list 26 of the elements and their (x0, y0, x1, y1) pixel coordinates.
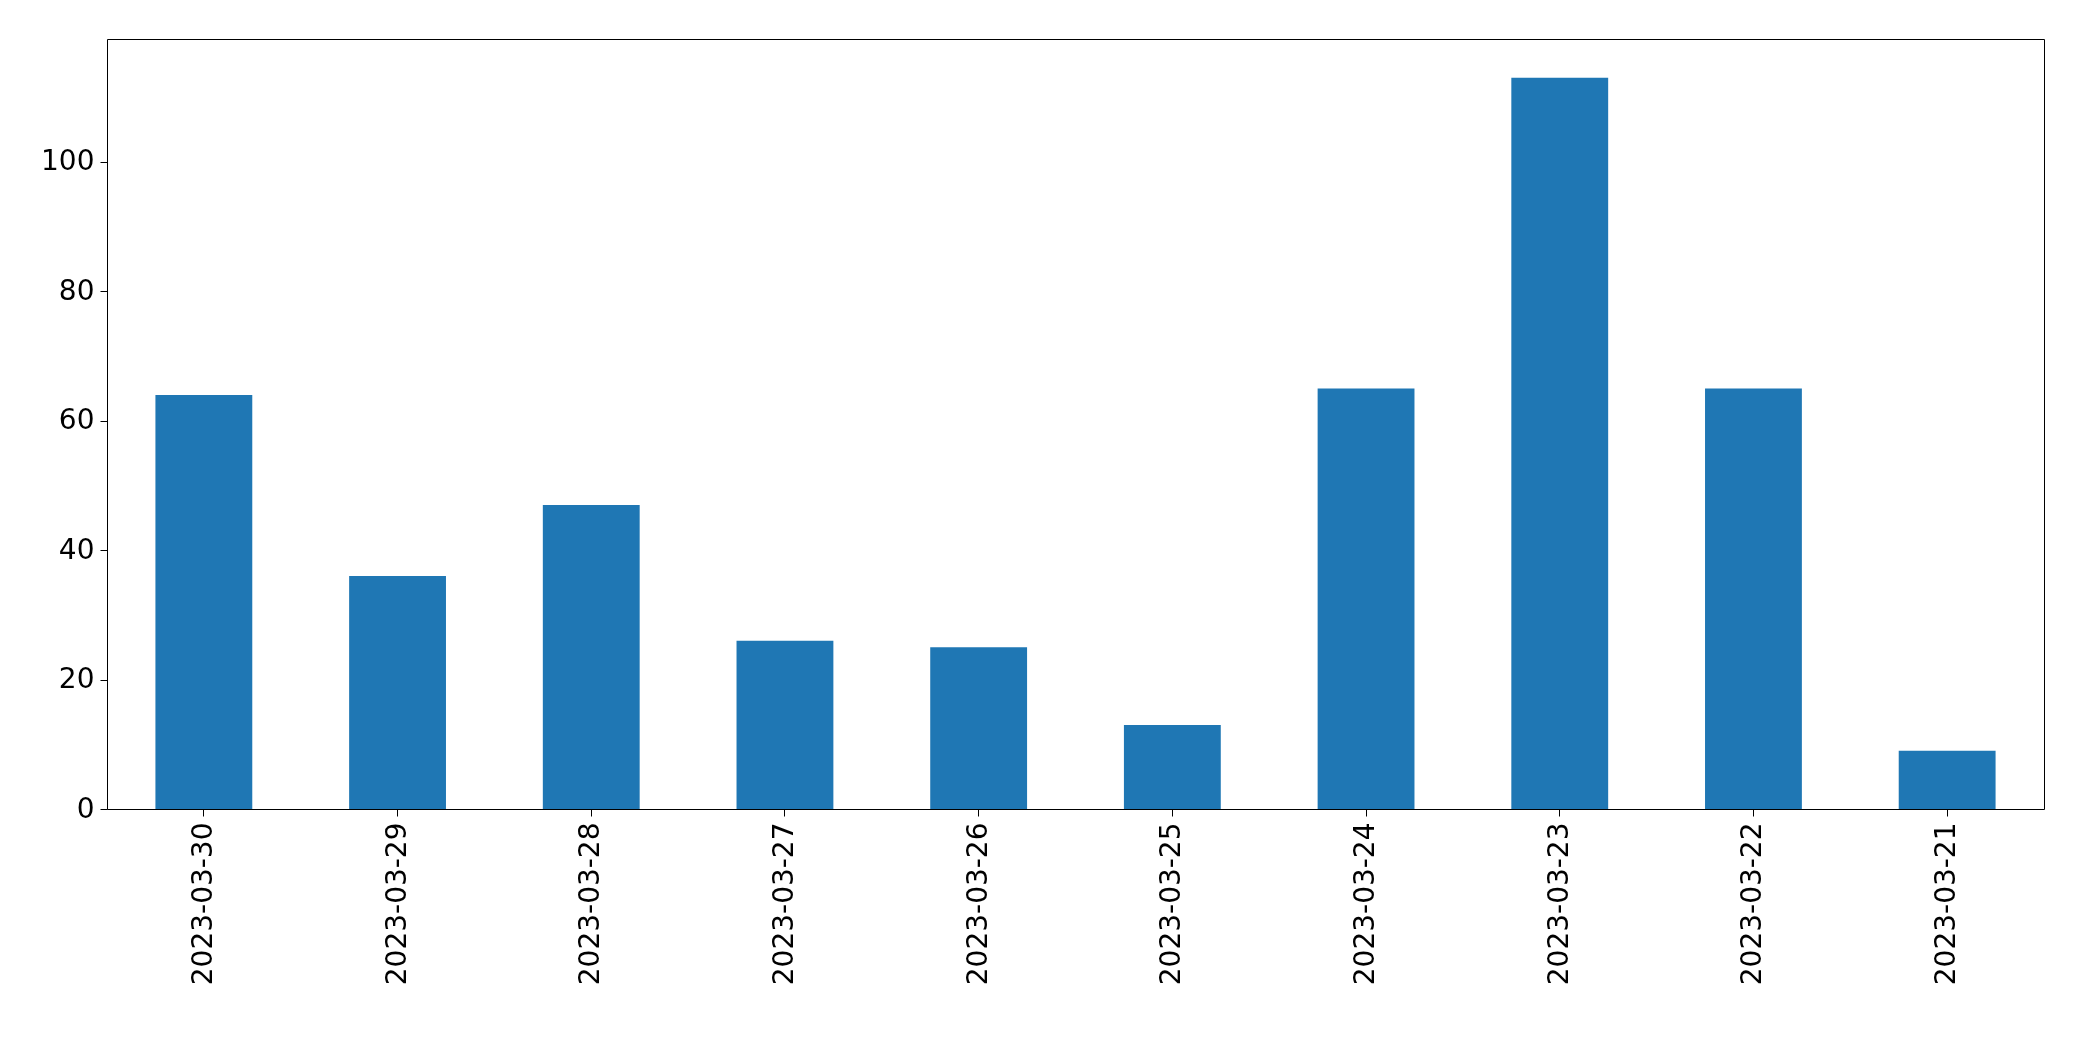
bar (1123, 724, 1221, 809)
bar (1705, 388, 1802, 809)
y-tick-label: 60 (58, 403, 95, 437)
x-tick-label: 2023-03-29 (379, 822, 413, 986)
bar (1511, 77, 1609, 809)
y-tick-label: 40 (58, 532, 95, 566)
x-tick-label: 2023-03-30 (185, 822, 219, 986)
bar (155, 394, 253, 809)
x-tick-label: 2023-03-21 (1929, 822, 1963, 986)
x-tick-label: 2023-03-22 (1735, 822, 1769, 986)
x-tick-label: 2023-03-27 (766, 822, 800, 986)
y-tick-label: 20 (58, 662, 95, 696)
bar (349, 576, 446, 809)
bar (930, 647, 1028, 809)
x-tick-label: 2023-03-28 (573, 822, 607, 986)
bar (1317, 388, 1415, 809)
y-tick-label: 80 (58, 273, 95, 307)
x-tick-label: 2023-03-25 (1154, 822, 1188, 986)
x-tick-label: 2023-03-26 (960, 822, 994, 986)
x-tick-label: 2023-03-24 (1348, 822, 1382, 986)
bar (1898, 750, 1996, 809)
y-tick-label: 0 (76, 791, 95, 825)
x-tick-label: 2023-03-23 (1541, 822, 1575, 986)
y-tick-label: 100 (41, 144, 95, 178)
bar (542, 504, 640, 809)
bar (736, 640, 834, 809)
